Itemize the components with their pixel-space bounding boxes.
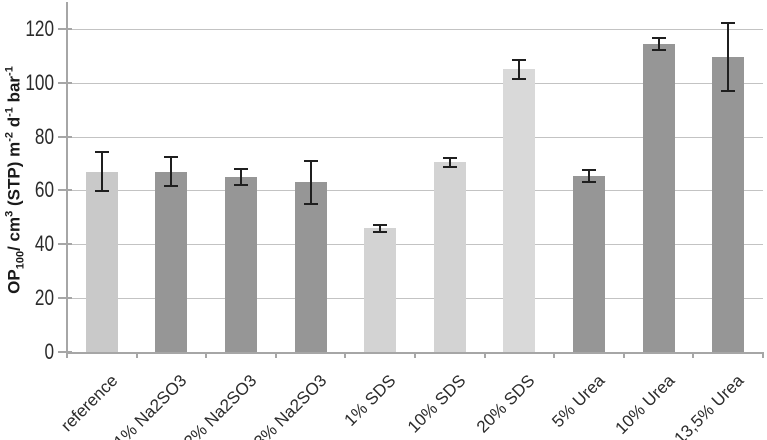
y-axis-tick xyxy=(58,135,72,138)
gridline xyxy=(67,136,763,138)
bar-20-sds xyxy=(503,69,536,352)
error-bar-cap-bottom xyxy=(721,90,736,93)
error-bar-cap-bottom xyxy=(234,184,248,187)
x-axis-tick xyxy=(274,352,277,358)
error-bar-cap-top xyxy=(303,159,318,162)
error-bar-reference xyxy=(100,151,103,192)
y-axis-tick xyxy=(58,297,72,300)
error-bar-10-urea xyxy=(657,37,660,50)
error-bar-3-na2so3 xyxy=(309,160,312,204)
x-axis-tick xyxy=(762,352,764,358)
y-axis-tick xyxy=(58,27,72,30)
x-axis-line xyxy=(66,352,764,354)
x-axis-tick xyxy=(622,352,625,358)
error-bar-cap-bottom xyxy=(303,202,318,205)
y-tick-label: 60 xyxy=(34,177,54,203)
error-bar-cap-top xyxy=(234,167,248,170)
gridline xyxy=(67,190,763,192)
error-bar-10-sds xyxy=(448,157,451,167)
error-bar-cap-top xyxy=(164,155,179,158)
y-axis-tick xyxy=(58,81,72,84)
y-axis-line xyxy=(66,2,68,354)
x-axis-tick xyxy=(344,352,347,358)
error-bar-1-sds xyxy=(379,224,382,232)
gridline xyxy=(67,244,763,246)
y-axis-tick xyxy=(58,351,72,353)
error-bar-cap-top xyxy=(94,150,109,153)
error-bar-cap-top xyxy=(373,223,388,226)
error-bar-cap-top xyxy=(721,22,736,25)
gridline xyxy=(67,28,763,30)
x-axis-tick xyxy=(414,352,416,358)
bar-13-5-urea xyxy=(712,57,745,352)
error-bar-13-5-urea xyxy=(727,23,730,92)
error-bar-cap-top xyxy=(582,168,596,171)
y-axis-tick xyxy=(58,243,72,246)
error-bar-5-urea xyxy=(588,169,590,182)
error-bar-cap-bottom xyxy=(442,165,457,168)
y-tick-label: 20 xyxy=(34,285,54,311)
bar-3-na2so3 xyxy=(294,182,327,352)
bar-1-sds xyxy=(364,228,397,352)
x-axis-tick xyxy=(205,352,208,358)
x-axis-tick xyxy=(553,352,556,358)
error-bar-cap-top xyxy=(442,156,457,159)
error-bar-1-na2so3 xyxy=(170,156,173,187)
error-bar-20-sds xyxy=(518,59,521,79)
y-axis-tick xyxy=(58,189,72,192)
y-tick-label: 120 xyxy=(25,15,54,41)
x-axis-tick xyxy=(483,352,486,358)
error-bar-2-na2so3 xyxy=(240,168,242,186)
bar-2-na2so3 xyxy=(225,177,257,352)
bar-10-urea xyxy=(642,43,675,352)
bar-5-urea xyxy=(573,175,605,352)
error-bar-cap-bottom xyxy=(164,185,179,188)
bar-10-sds xyxy=(433,162,466,352)
error-bar-cap-top xyxy=(512,58,527,61)
error-bar-cap-bottom xyxy=(582,180,596,183)
error-bar-cap-bottom xyxy=(373,230,388,233)
x-category-label-reference: reference xyxy=(57,371,122,436)
y-tick-label: 0 xyxy=(44,339,54,364)
error-bar-cap-top xyxy=(651,36,666,39)
y-tick-label: 100 xyxy=(25,69,54,95)
y-tick-label: 80 xyxy=(34,123,54,149)
y-tick-label: 40 xyxy=(34,231,54,257)
gridline xyxy=(67,298,763,300)
error-bar-cap-bottom xyxy=(94,190,109,193)
error-bar-cap-bottom xyxy=(651,48,666,51)
error-bar-cap-bottom xyxy=(512,77,527,80)
gridline xyxy=(67,82,763,84)
bar-1-na2so3 xyxy=(155,171,188,352)
x-axis-tick xyxy=(692,352,695,358)
x-axis-tick xyxy=(135,352,138,358)
x-axis-tick xyxy=(66,352,68,358)
bar-reference xyxy=(85,171,118,352)
